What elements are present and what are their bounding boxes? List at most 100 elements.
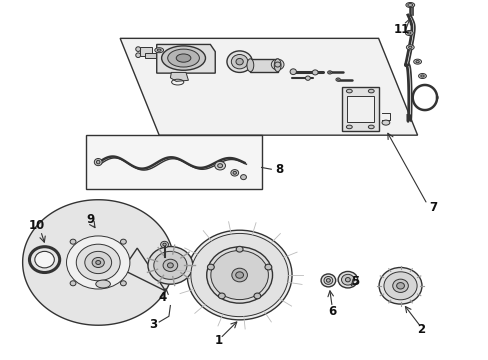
Ellipse shape [231,54,247,69]
Ellipse shape [312,70,318,75]
Ellipse shape [406,45,413,50]
Polygon shape [140,47,152,56]
Ellipse shape [415,60,418,63]
Ellipse shape [163,243,166,246]
Ellipse shape [190,233,288,317]
Bar [346,96,373,122]
Ellipse shape [335,78,340,81]
Ellipse shape [96,261,101,265]
Ellipse shape [214,161,225,170]
Ellipse shape [246,59,253,72]
Ellipse shape [120,239,126,244]
Ellipse shape [236,58,243,65]
Ellipse shape [408,46,411,48]
Text: 9: 9 [86,213,95,226]
Ellipse shape [321,274,335,287]
Ellipse shape [161,46,205,70]
Text: 7: 7 [429,202,437,215]
Text: 10: 10 [29,219,45,233]
Ellipse shape [66,236,130,289]
Ellipse shape [264,264,271,270]
Ellipse shape [35,251,54,268]
Polygon shape [157,44,215,73]
Ellipse shape [187,230,291,320]
Polygon shape [144,53,157,58]
Ellipse shape [206,247,272,303]
Ellipse shape [341,274,353,285]
Ellipse shape [96,280,110,288]
Bar [86,135,261,189]
Ellipse shape [167,49,199,67]
Ellipse shape [405,31,412,36]
Ellipse shape [96,160,100,164]
Ellipse shape [167,263,173,268]
Ellipse shape [154,251,186,279]
Ellipse shape [136,53,141,58]
Ellipse shape [274,62,280,67]
Ellipse shape [240,175,246,180]
Text: 8: 8 [275,163,283,176]
Ellipse shape [120,281,126,286]
Ellipse shape [217,164,222,168]
Ellipse shape [231,268,247,282]
Ellipse shape [253,293,260,299]
Ellipse shape [94,158,102,166]
Ellipse shape [367,125,373,129]
Ellipse shape [155,48,163,53]
Text: 4: 4 [158,291,166,304]
Ellipse shape [218,293,225,299]
Ellipse shape [70,281,76,286]
Ellipse shape [76,244,120,281]
Ellipse shape [160,241,168,248]
Ellipse shape [345,278,349,282]
Ellipse shape [148,247,192,284]
Ellipse shape [324,276,332,284]
Ellipse shape [226,51,252,72]
Ellipse shape [346,89,351,93]
Bar [341,87,378,131]
Ellipse shape [210,251,268,300]
Ellipse shape [236,246,243,252]
Text: 2: 2 [417,323,425,336]
Text: 5: 5 [351,275,359,288]
Bar [250,59,277,72]
Ellipse shape [328,72,330,73]
Ellipse shape [392,279,407,292]
Ellipse shape [92,257,104,267]
Text: 11: 11 [392,23,409,36]
Ellipse shape [163,259,177,271]
Ellipse shape [346,125,351,129]
Ellipse shape [70,239,76,244]
Ellipse shape [207,264,214,270]
Text: 1: 1 [214,334,222,347]
Ellipse shape [289,69,296,75]
Ellipse shape [418,73,426,78]
Ellipse shape [367,89,373,93]
Ellipse shape [420,75,423,77]
Ellipse shape [405,3,414,8]
Ellipse shape [84,251,111,274]
Polygon shape [120,39,417,135]
Ellipse shape [381,120,389,125]
Ellipse shape [274,59,281,72]
Ellipse shape [157,49,161,51]
Ellipse shape [233,171,236,174]
Ellipse shape [407,4,412,6]
Ellipse shape [378,267,421,304]
Ellipse shape [383,272,416,300]
Ellipse shape [337,271,357,288]
Ellipse shape [336,79,338,80]
Ellipse shape [327,71,331,74]
Ellipse shape [326,279,330,282]
Text: 6: 6 [327,306,336,319]
Ellipse shape [407,32,410,34]
Ellipse shape [271,59,284,70]
Polygon shape [22,200,173,325]
Ellipse shape [396,283,404,289]
Ellipse shape [305,76,310,80]
Ellipse shape [230,170,238,176]
Ellipse shape [235,272,243,278]
Text: 3: 3 [148,318,157,331]
Polygon shape [170,72,188,81]
Ellipse shape [176,54,190,62]
